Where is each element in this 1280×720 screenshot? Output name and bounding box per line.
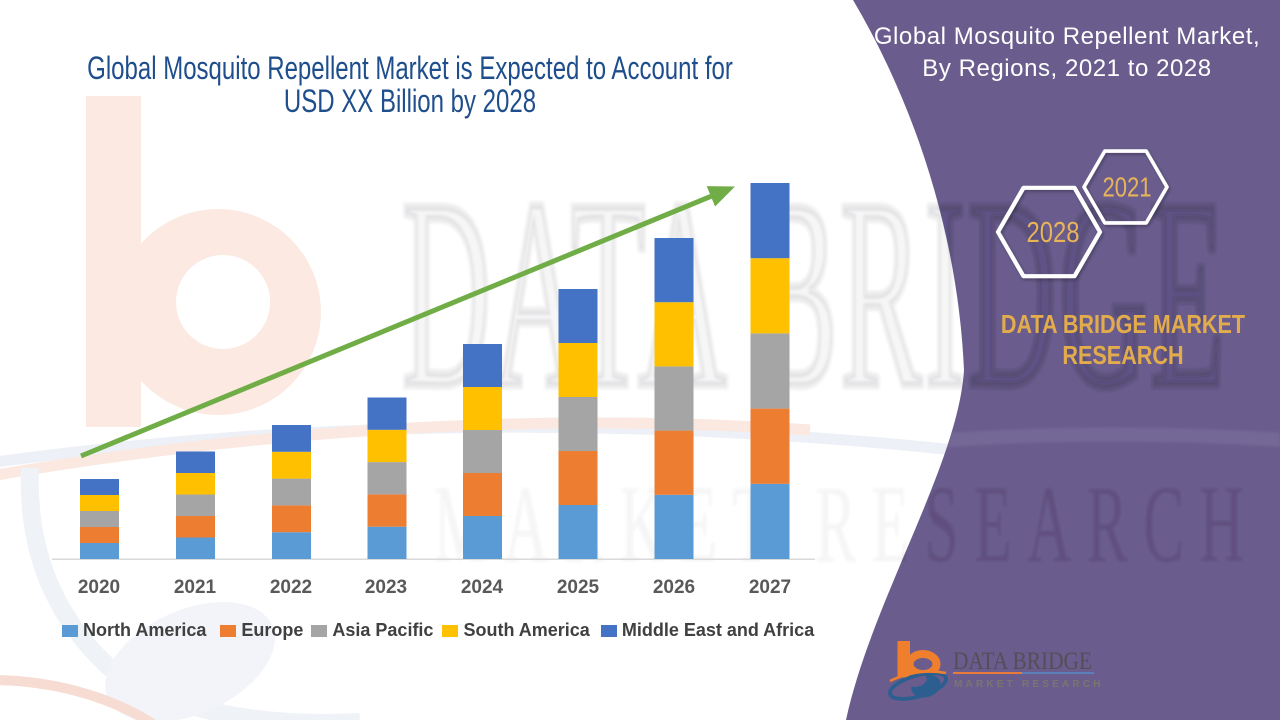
svg-text:2028: 2028 (1027, 217, 1080, 249)
svg-text:2021: 2021 (1103, 172, 1152, 203)
svg-text:DATA BRIDGE: DATA BRIDGE (953, 648, 1092, 675)
svg-text:MARKET RESEARCH: MARKET RESEARCH (954, 679, 1104, 690)
